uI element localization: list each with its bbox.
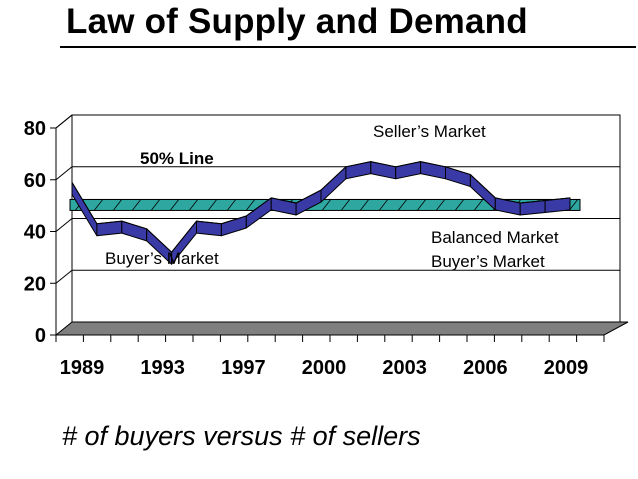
y-axis-ticks: 0 20 40 60 80 [24,118,56,347]
annotation-buyers_left: Buyer’s Market [105,249,219,268]
y-tick-label: 20 [24,273,46,295]
y-tick-label: 60 [24,170,46,192]
data-segment [445,166,471,188]
x-tick-label: 1993 [140,357,185,379]
slide-subtitle: # of buyers versus # of sellers [62,421,421,451]
x-tick-label: 2009 [544,357,589,379]
y-tick-label: 80 [24,118,46,140]
data-segment [295,189,322,216]
x-tick-label: 2000 [302,357,347,379]
annotation-sellers: Seller’s Market [373,122,486,141]
title-underline [60,46,636,48]
x-tick-label: 1989 [60,357,105,379]
data-line-top [71,161,571,253]
y-tick-label: 0 [35,325,46,347]
gridline [55,218,620,232]
chart-walls [55,114,621,335]
band-hatch [70,199,580,211]
x-axis-ticks: 1989 1993 1997 2000 2003 2006 2009 [55,335,605,379]
x-tick-label: 2006 [463,357,508,379]
slide-title: Law of Supply and Demand [66,2,528,41]
annotations: Seller’s Market 50% Line Balanced Market Bu… [105,122,559,271]
data-ribbon [71,161,571,265]
gridline [55,269,620,284]
x-tick-label: 1997 [221,357,266,379]
gridline [55,114,620,129]
data-segment [320,166,347,203]
annotation-balanced: Balanced Market [431,228,559,247]
data-segment [121,220,148,242]
y-tick-label: 40 [24,222,46,244]
x-tick-label: 2003 [382,357,427,379]
annotation-buyers_right: Buyer’s Market [431,252,545,271]
annotation-fifty: 50% Line [140,149,214,168]
chart-floor [54,321,629,336]
floor-plane [54,321,629,336]
supply-demand-chart: 0 20 40 60 80 1989 1993 1997 2000 2003 2006 2009 S… [24,114,629,379]
